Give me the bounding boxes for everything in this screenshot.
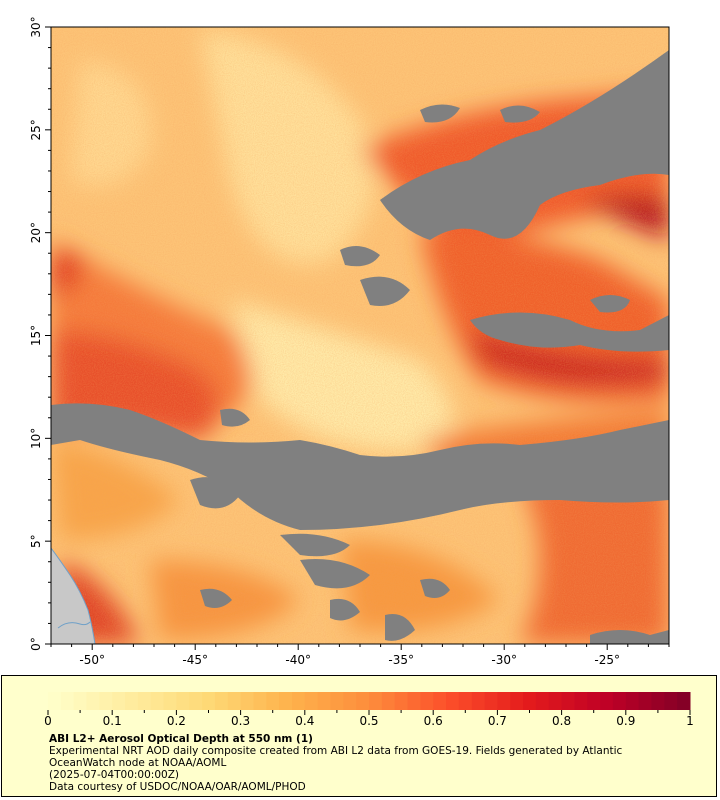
y-tick-label: 10° xyxy=(29,428,43,449)
colorbar-label: 0.5 xyxy=(359,714,378,728)
colorbar-cell xyxy=(497,692,511,710)
x-tick-label: -35° xyxy=(388,653,414,667)
colorbar-label: 0.6 xyxy=(424,714,443,728)
y-axis: 0° 5° 10° 15° 20° 25° 30° xyxy=(29,16,51,651)
colorbar-cell xyxy=(189,692,203,710)
colorbar-cell xyxy=(420,692,434,710)
colorbar-cell xyxy=(60,692,75,710)
colorbar-cell xyxy=(458,692,473,710)
x-tick-label: -40° xyxy=(285,653,311,667)
colorbar-label: 0.9 xyxy=(616,714,635,728)
caption-line-2: OceanWatch node at NOAA/AOML xyxy=(49,757,227,769)
colorbar-cell xyxy=(369,692,383,710)
y-tick-label: 30° xyxy=(29,16,43,37)
colorbar-cell xyxy=(73,692,88,710)
colorbar-cell xyxy=(343,692,357,710)
colorbar-cell xyxy=(227,692,242,710)
river xyxy=(57,621,91,629)
colorbar-label: 0.1 xyxy=(103,714,122,728)
x-tick-label: -25° xyxy=(594,653,620,667)
colorbar-cell xyxy=(330,692,344,710)
colorbar-cell xyxy=(548,692,563,710)
coastline xyxy=(51,547,96,644)
colorbar-label: 0.4 xyxy=(295,714,314,728)
y-tick-label: 25° xyxy=(29,119,43,140)
colorbar-cell xyxy=(266,692,280,710)
colorbar-cell xyxy=(433,692,447,710)
y-tick-label: 5° xyxy=(29,534,43,548)
y-tick-label: 20° xyxy=(29,222,43,243)
colorbar-cell xyxy=(112,692,126,710)
colorbar-ticks: 0 0.1 0.2 0.3 0.4 0.5 0.6 0.7 0.8 0.9 1 xyxy=(44,710,694,728)
colorbar-cell xyxy=(202,692,216,710)
colorbar-cell xyxy=(394,692,409,710)
colorbar-cells xyxy=(48,692,691,710)
colorbar-label: 0.2 xyxy=(167,714,186,728)
colorbar-cell xyxy=(407,692,421,710)
colorbar-cell xyxy=(677,692,691,710)
colorbar-cell xyxy=(253,692,267,710)
caption-line-1: Experimental NRT AOD daily composite cre… xyxy=(49,745,623,757)
colorbar-cell xyxy=(86,692,100,710)
colorbar-cell xyxy=(214,692,229,710)
colorbar-label: 0.3 xyxy=(231,714,250,728)
colorbar-cell xyxy=(163,692,177,710)
colorbar-cell xyxy=(523,692,537,710)
colorbar-cell xyxy=(176,692,190,710)
caption: ABI L2+ Aerosol Optical Depth at 550 nm … xyxy=(49,733,709,793)
colorbar-cell xyxy=(471,692,486,710)
no-data-regions xyxy=(51,50,669,644)
x-axis: -50° -45° -40° -35° -30° -25° xyxy=(50,644,670,667)
colorbar-cell xyxy=(651,692,665,710)
legend-panel: 0 0.1 0.2 0.3 0.4 0.5 0.6 0.7 0.8 0.9 1 ABI L2+ Ae… xyxy=(1,675,717,797)
caption-line-3: (2025-07-04T00:00:00Z) xyxy=(49,769,179,781)
colorbar-label: 0 xyxy=(44,714,52,728)
colorbar-cell xyxy=(150,692,165,710)
colorbar-label: 0.7 xyxy=(488,714,507,728)
colorbar-cell xyxy=(446,692,460,710)
colorbar-cell xyxy=(561,692,575,710)
colorbar-cell xyxy=(291,692,306,710)
colorbar-cell xyxy=(304,692,319,710)
y-tick-label: 15° xyxy=(29,325,43,346)
colorbar-cell xyxy=(612,692,627,710)
colorbar-cell xyxy=(535,692,550,710)
colorbar-cell xyxy=(240,692,254,710)
colorbar-cell xyxy=(574,692,588,710)
x-tick-label: -50° xyxy=(79,653,105,667)
colorbar-cell xyxy=(317,692,331,710)
y-tick-label: 0° xyxy=(29,637,43,651)
colorbar-cell xyxy=(125,692,139,710)
colorbar-cell xyxy=(356,692,370,710)
caption-line-4: Data courtesy of USDOC/NOAA/OAR/AOML/PHO… xyxy=(49,781,306,793)
colorbar-label: 0.8 xyxy=(552,714,571,728)
colorbar-cell xyxy=(600,692,614,710)
caption-title: ABI L2+ Aerosol Optical Depth at 550 nm … xyxy=(49,733,313,745)
colorbar-cell xyxy=(381,692,396,710)
colorbar-cell xyxy=(48,692,62,710)
aod-field xyxy=(51,27,669,644)
colorbar-cell xyxy=(510,692,524,710)
colorbar-cell xyxy=(587,692,601,710)
x-tick-label: -45° xyxy=(182,653,208,667)
colorbar-cell xyxy=(137,692,152,710)
colorbar-cell xyxy=(664,692,678,710)
colorbar-cell xyxy=(99,692,113,710)
aod-map: -50° -45° -40° -35° -30° -25° 0° 5° 10° 15° 20° 25… xyxy=(29,16,670,667)
colorbar-cell xyxy=(484,692,498,710)
x-tick-label: -30° xyxy=(491,653,517,667)
colorbar-cell xyxy=(279,692,293,710)
colorbar-cell xyxy=(638,692,652,710)
colorbar: 0 0.1 0.2 0.3 0.4 0.5 0.6 0.7 0.8 0.9 1 xyxy=(44,692,694,728)
colorbar-label: 1 xyxy=(686,714,694,728)
land-area xyxy=(51,548,95,644)
colorbar-cell xyxy=(625,692,640,710)
